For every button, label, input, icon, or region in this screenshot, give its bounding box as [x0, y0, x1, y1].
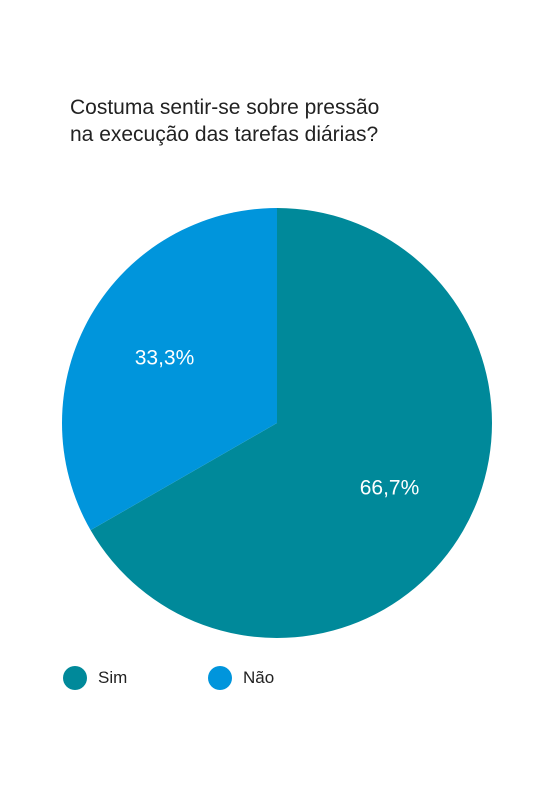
legend-item-nao: Não	[208, 665, 274, 691]
pie-slice-nao	[61, 208, 277, 531]
chart-title: Costuma sentir-se sobre pressão na execu…	[70, 96, 380, 146]
legend-item-sim: Sim	[63, 665, 127, 691]
pie-value-label-sim: 66,7%	[360, 477, 420, 500]
legend-label-nao: Não	[243, 668, 275, 687]
legend-label-sim: Sim	[98, 668, 128, 687]
pie-slice-sim	[90, 208, 492, 638]
legend-swatch-sim	[63, 666, 87, 690]
legend-swatch-nao	[208, 666, 232, 690]
pie-value-labels: 66,7% 33,3%	[135, 346, 420, 499]
pie-slices	[61, 208, 492, 638]
pie-value-label-nao: 33,3%	[135, 346, 195, 369]
